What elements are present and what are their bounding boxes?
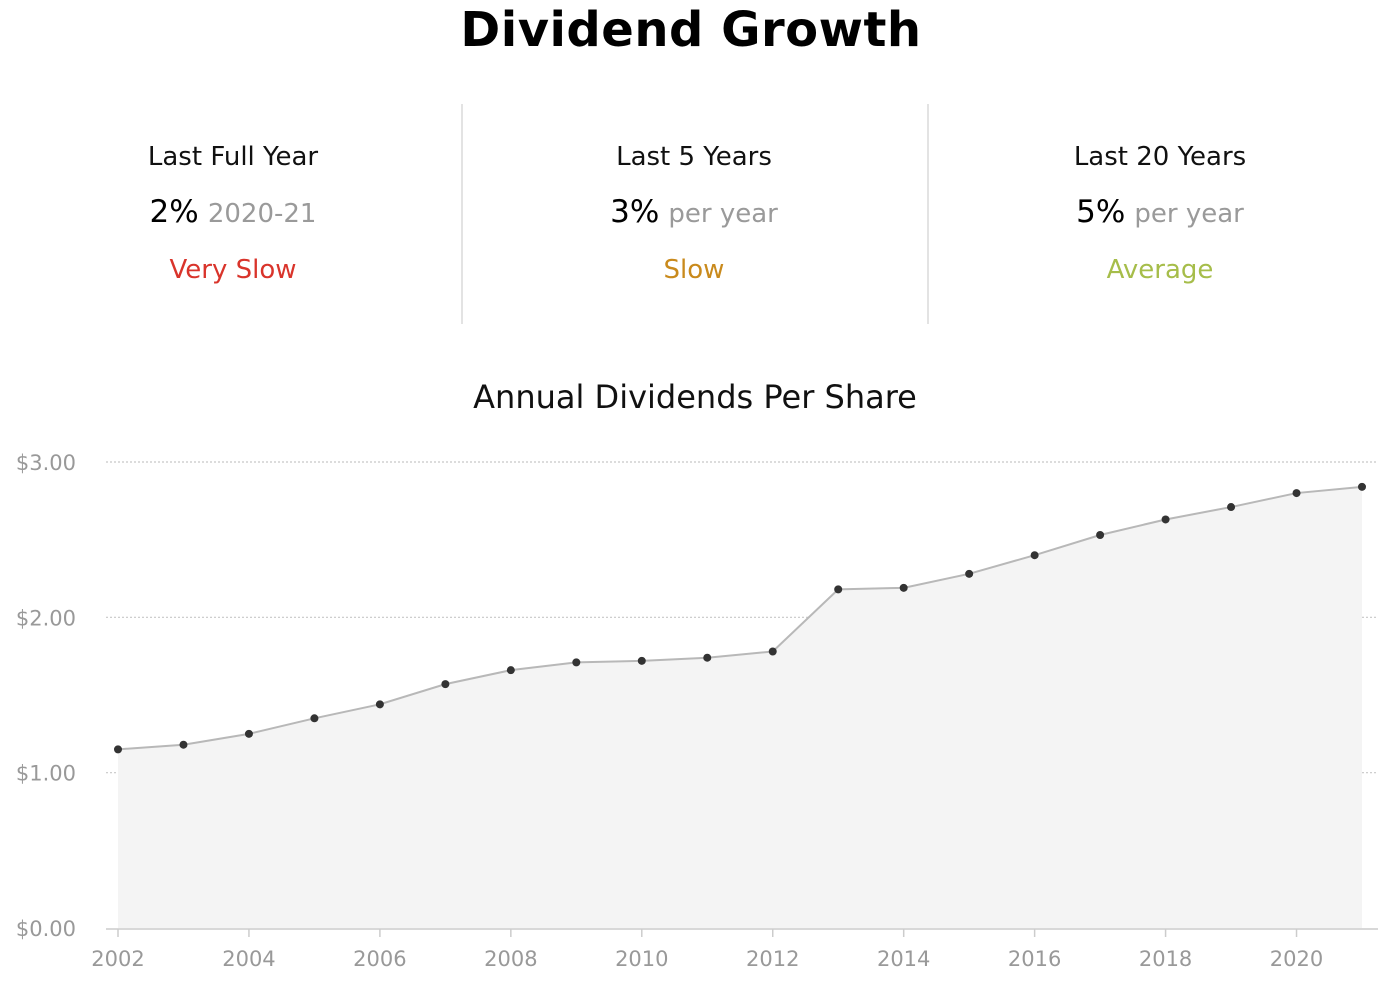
x-tick-label: 2018 xyxy=(1139,947,1192,971)
stat-label: Last Full Year xyxy=(147,142,319,172)
y-tick-label: $3.00 xyxy=(16,451,76,475)
data-point xyxy=(899,583,908,592)
stat-last-5-years: Last 5 Years 3% per year Slow xyxy=(461,104,927,324)
stat-last-full-year: Last Full Year 2% 2020-21 Very Slow xyxy=(0,104,466,324)
stat-suffix: per year xyxy=(668,199,778,229)
stat-value-line: 2% 2020-21 xyxy=(0,194,466,230)
x-tick-label: 2016 xyxy=(1008,947,1061,971)
stat-suffix: per year xyxy=(1134,199,1244,229)
data-point xyxy=(506,666,515,675)
data-point xyxy=(1292,489,1301,498)
x-tick-label: 2008 xyxy=(484,947,537,971)
data-point xyxy=(965,569,974,578)
data-point xyxy=(637,656,646,665)
y-tick-label: $0.00 xyxy=(16,917,76,941)
x-tick-label: 2004 xyxy=(222,947,275,971)
stat-label: Last 5 Years xyxy=(616,142,772,172)
stat-rating: Very Slow xyxy=(169,255,297,285)
x-tick-label: 2020 xyxy=(1270,947,1323,971)
data-point xyxy=(114,745,122,754)
growth-stats: Last Full Year 2% 2020-21 Very Slow Last… xyxy=(0,104,1382,324)
stat-rating: Slow xyxy=(663,255,725,285)
stat-last-20-years: Last 20 Years 5% per year Average xyxy=(927,104,1382,324)
x-axis: 2002 2004 2006 2008 2010 2012 2014 2016 2018 2020 xyxy=(91,928,1378,971)
data-point xyxy=(834,585,843,594)
series-line xyxy=(117,485,1363,751)
data-point xyxy=(179,740,188,749)
stat-value-line: 5% per year xyxy=(927,194,1382,230)
data-point xyxy=(1227,503,1236,512)
data-point xyxy=(703,653,712,662)
stat-value: 3% xyxy=(610,194,660,230)
stat-value: 5% xyxy=(1076,194,1126,230)
data-point xyxy=(1030,551,1039,560)
chart-title: Annual Dividends Per Share xyxy=(473,378,917,416)
data-point xyxy=(1358,482,1366,491)
y-tick-label: $1.00 xyxy=(16,762,76,786)
data-point xyxy=(572,658,581,667)
y-axis: $0.00 $1.00 $2.00 $3.00 xyxy=(16,451,76,941)
stat-value-line: 3% per year xyxy=(461,194,927,230)
data-point xyxy=(1161,515,1170,524)
x-tick-label: 2012 xyxy=(746,947,799,971)
data-point xyxy=(375,700,384,709)
series-area-fill xyxy=(118,486,1362,928)
page-title: Dividend Growth xyxy=(460,2,922,58)
data-point xyxy=(1096,531,1105,540)
stat-suffix: 2020-21 xyxy=(207,199,317,229)
data-point xyxy=(244,729,253,738)
x-tick-label: 2014 xyxy=(877,947,930,971)
stat-label: Last 20 Years xyxy=(1073,142,1247,172)
data-points xyxy=(114,482,1366,754)
data-point xyxy=(441,680,450,689)
data-point xyxy=(768,647,777,656)
y-tick-label: $2.00 xyxy=(16,606,76,630)
stat-value: 2% xyxy=(149,194,199,230)
area-fill-layer xyxy=(118,486,1362,928)
x-tick-label: 2002 xyxy=(91,947,144,971)
stat-rating: Average xyxy=(1106,255,1214,285)
x-tick-label: 2010 xyxy=(615,947,668,971)
data-point xyxy=(310,714,319,723)
x-tick-label: 2006 xyxy=(353,947,406,971)
series-line-layer xyxy=(117,485,1363,751)
